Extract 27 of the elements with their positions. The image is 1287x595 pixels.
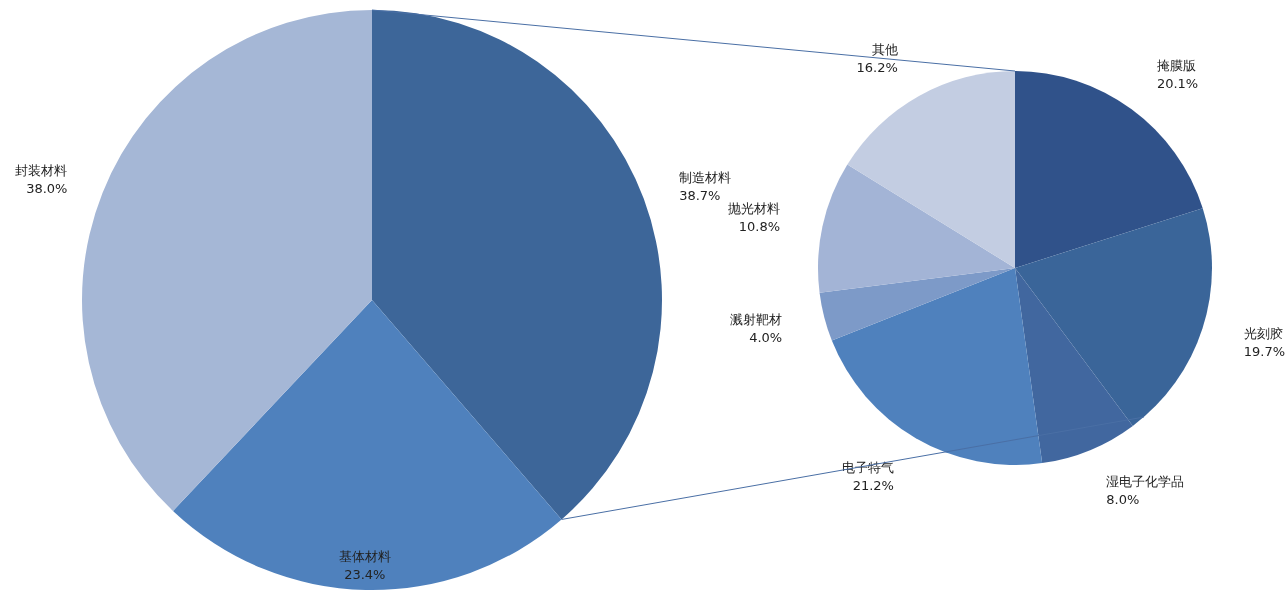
slice-label: 掩膜版 (1156, 58, 1196, 74)
data-label: 16.2% (856, 60, 898, 76)
data-label: 21.2% (852, 477, 894, 493)
pie-slice (847, 71, 1015, 268)
data-label: 23.4% (344, 567, 386, 582)
pie-slice (172, 300, 562, 590)
pie-slice (819, 268, 1015, 341)
pie-slice (372, 10, 662, 520)
data-label: 19.7% (1243, 343, 1286, 359)
pie-slice (82, 10, 372, 511)
slice-label: 抛光材料 (728, 201, 781, 217)
pie-slice (1015, 71, 1203, 268)
slice-label: 其他 (871, 42, 898, 58)
data-label: 38.7% (679, 187, 721, 203)
slice-label: 光刻胶 (1243, 325, 1283, 341)
data-label: 10.8% (738, 219, 781, 235)
data-label: 8.0% (1106, 492, 1140, 508)
pie-slice (818, 164, 1015, 293)
slice-label: 电子特气 (841, 459, 894, 475)
slice-label: 制造材料 (679, 169, 732, 185)
slice-label: 基体材料 (338, 549, 391, 564)
slice-label: 封装材料 (15, 163, 68, 178)
slice-label: 溅射靶材 (730, 311, 783, 327)
data-label: 38.0% (26, 181, 68, 196)
data-label: 4.0% (749, 329, 783, 345)
slice-label: 湿电子化学品 (1106, 474, 1185, 490)
data-label: 20.1% (1156, 76, 1199, 92)
